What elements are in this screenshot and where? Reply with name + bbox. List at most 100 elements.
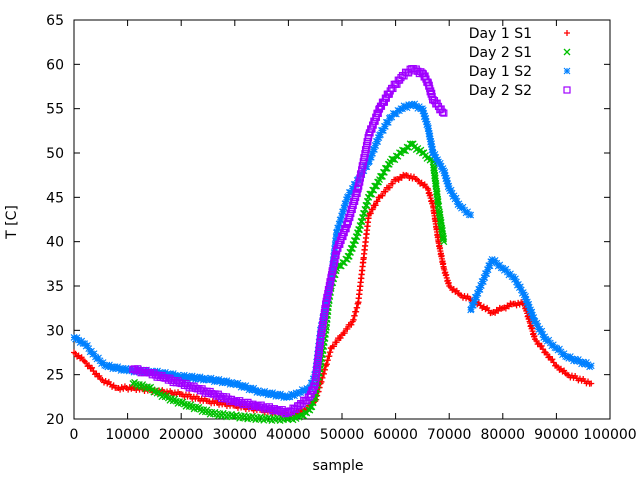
data-point bbox=[455, 200, 463, 208]
data-point bbox=[379, 192, 386, 199]
data-point bbox=[439, 165, 447, 172]
data-point bbox=[395, 176, 402, 183]
data-point bbox=[372, 182, 380, 190]
data-point bbox=[441, 172, 449, 179]
data-point bbox=[428, 143, 436, 151]
data-point bbox=[333, 339, 340, 346]
data-point bbox=[348, 321, 355, 328]
data-point bbox=[331, 255, 339, 263]
data-point bbox=[362, 146, 370, 154]
data-point bbox=[384, 118, 392, 126]
data-point bbox=[398, 174, 405, 181]
data-point bbox=[374, 138, 382, 145]
legend-label: Day 1 S1 bbox=[469, 26, 532, 42]
data-point bbox=[538, 342, 545, 349]
data-point bbox=[512, 275, 519, 283]
data-point bbox=[363, 163, 371, 171]
data-point bbox=[325, 286, 333, 294]
data-point bbox=[422, 114, 430, 122]
data-point bbox=[525, 300, 533, 308]
data-point bbox=[329, 267, 337, 275]
data-point bbox=[516, 283, 524, 291]
data-point bbox=[357, 170, 365, 178]
legend-marker bbox=[563, 48, 571, 56]
data-point bbox=[89, 364, 96, 371]
data-point bbox=[360, 154, 369, 162]
data-point bbox=[436, 159, 444, 167]
data-point bbox=[428, 140, 435, 147]
data-point bbox=[528, 308, 536, 316]
data-point bbox=[341, 204, 348, 212]
data-point bbox=[95, 354, 102, 362]
data-point bbox=[496, 261, 504, 269]
x-tick-label: 0 bbox=[70, 427, 79, 443]
data-point bbox=[427, 137, 435, 145]
data-point bbox=[444, 180, 452, 188]
data-point bbox=[311, 377, 320, 385]
data-point bbox=[429, 145, 436, 153]
data-point bbox=[380, 98, 388, 106]
data-point bbox=[318, 329, 326, 337]
x-tick-label: 90000 bbox=[534, 427, 579, 443]
data-point bbox=[355, 182, 363, 190]
data-point bbox=[486, 262, 494, 270]
data-point bbox=[349, 201, 357, 209]
data-point bbox=[440, 109, 448, 117]
data-point bbox=[314, 353, 323, 362]
data-point bbox=[530, 314, 538, 321]
data-point bbox=[314, 357, 322, 365]
data-point bbox=[371, 145, 378, 153]
data-point bbox=[426, 135, 434, 143]
data-point bbox=[527, 306, 534, 314]
data-point bbox=[556, 345, 563, 353]
data-point bbox=[546, 339, 554, 347]
data-point bbox=[356, 174, 364, 182]
data-point bbox=[422, 118, 430, 125]
legend-marker bbox=[564, 30, 570, 36]
data-point bbox=[481, 274, 489, 281]
data-point bbox=[382, 164, 390, 172]
data-point bbox=[380, 168, 388, 176]
data-point bbox=[522, 293, 529, 300]
data-point bbox=[549, 356, 556, 363]
data-point bbox=[347, 189, 355, 196]
data-point bbox=[334, 244, 342, 252]
data-point bbox=[352, 193, 360, 201]
data-point bbox=[389, 180, 396, 187]
data-point bbox=[474, 289, 482, 297]
data-point bbox=[342, 225, 350, 233]
data-point bbox=[312, 373, 320, 381]
data-point bbox=[438, 108, 447, 116]
data-point bbox=[336, 240, 344, 248]
data-point bbox=[346, 213, 354, 222]
data-point bbox=[328, 272, 335, 280]
data-point bbox=[529, 311, 536, 319]
data-point bbox=[372, 113, 380, 121]
data-point bbox=[557, 348, 565, 356]
data-point bbox=[317, 333, 325, 341]
data-point bbox=[344, 325, 351, 332]
data-point bbox=[369, 149, 376, 157]
data-point bbox=[524, 298, 531, 306]
y-tick-label: 55 bbox=[46, 102, 64, 118]
data-point bbox=[366, 129, 374, 137]
data-point bbox=[383, 164, 391, 172]
data-point bbox=[310, 375, 318, 383]
y-tick-label: 20 bbox=[46, 412, 64, 428]
data-point bbox=[75, 336, 82, 344]
data-point bbox=[348, 205, 356, 214]
data-point bbox=[452, 194, 460, 202]
data-point bbox=[392, 110, 400, 118]
data-point bbox=[388, 113, 396, 121]
data-point bbox=[319, 321, 327, 329]
data-point bbox=[476, 286, 484, 293]
data-point bbox=[337, 216, 345, 224]
data-point bbox=[361, 150, 369, 158]
data-point bbox=[360, 158, 368, 166]
data-point bbox=[321, 308, 329, 317]
data-point bbox=[504, 268, 511, 276]
x-tick-label: 40000 bbox=[266, 427, 311, 443]
data-point bbox=[368, 125, 376, 133]
data-point bbox=[443, 177, 451, 184]
y-tick-label: 30 bbox=[46, 323, 64, 339]
